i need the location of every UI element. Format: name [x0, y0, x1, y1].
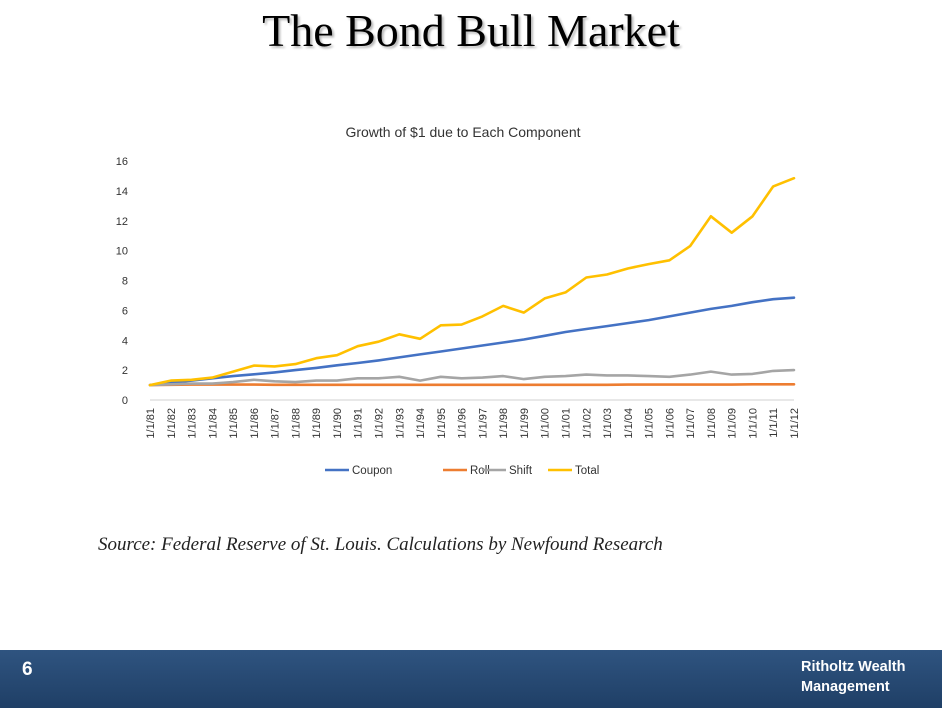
x-tick-label: 1/1/99: [519, 408, 531, 439]
x-tick-label: 1/1/81: [145, 408, 157, 439]
legend: Coupon Roll Shift Total: [325, 465, 599, 477]
x-tick-label: 1/1/12: [789, 408, 801, 439]
brand-line-2: Management: [801, 679, 890, 695]
footer-bar: 6 Ritholtz Wealth Management: [0, 650, 942, 708]
series-line-shift: [148, 368, 796, 387]
y-tick-label: 8: [122, 276, 128, 288]
series-line-total: [148, 176, 796, 387]
legend-label-total: Total: [575, 465, 599, 477]
series-line-roll: [148, 382, 796, 387]
series-line-coupon: [148, 296, 796, 387]
x-tick-label: 1/1/07: [685, 408, 697, 439]
x-tick-label: 1/1/02: [581, 408, 593, 439]
x-tick-label: 1/1/06: [664, 408, 676, 439]
x-tick-label: 1/1/90: [332, 408, 344, 439]
legend-label-roll: Roll: [470, 465, 490, 477]
y-tick-label: 0: [122, 395, 128, 407]
y-tick-label: 16: [116, 156, 128, 168]
x-tick-label: 1/1/91: [353, 408, 365, 439]
y-tick-label: 2: [122, 365, 128, 377]
y-tick-label: 4: [122, 335, 128, 347]
x-tick-label: 1/1/94: [415, 408, 427, 439]
x-tick-label: 1/1/85: [228, 408, 240, 439]
x-tick-label: 1/1/93: [394, 408, 406, 439]
x-tick-label: 1/1/89: [311, 408, 323, 439]
y-tick-label: 12: [116, 216, 128, 228]
legend-label-shift: Shift: [509, 465, 533, 477]
x-tick-label: 1/1/04: [623, 408, 635, 439]
x-tick-label: 1/1/82: [166, 408, 178, 439]
x-tick-label: 1/1/05: [644, 408, 656, 439]
x-tick-label: 1/1/84: [207, 408, 219, 439]
series-lines: [148, 176, 796, 387]
x-tick-label: 1/1/09: [727, 408, 739, 439]
x-tick-label: 1/1/11: [768, 408, 780, 438]
brand-logo: Ritholtz Wealth Management: [801, 657, 905, 697]
x-tick-label: 1/1/88: [290, 408, 302, 439]
y-axis: 0 2 4 6 8 10 12 14 16: [116, 156, 794, 407]
legend-label-coupon: Coupon: [352, 465, 392, 477]
x-tick-label: 1/1/98: [498, 408, 510, 439]
x-tick-label: 1/1/95: [436, 408, 448, 439]
x-tick-label: 1/1/87: [270, 408, 282, 439]
chart: Growth of $1 due to Each Component 0 2 4 6 8…: [116, 124, 801, 477]
x-tick-label: 1/1/97: [477, 408, 489, 439]
page-number: 6: [22, 659, 33, 680]
y-tick-label: 10: [116, 246, 128, 258]
x-axis: 1/1/81 1/1/82 1/1/83 1/1/84 1/1/85 1/1/86 1/1/…: [145, 408, 801, 439]
y-tick-label: 14: [116, 186, 128, 198]
x-tick-label: 1/1/01: [560, 408, 572, 439]
x-tick-label: 1/1/08: [706, 408, 718, 439]
y-tick-label: 6: [122, 305, 128, 317]
x-tick-label: 1/1/03: [602, 408, 614, 439]
chart-title: Growth of $1 due to Each Component: [345, 124, 580, 140]
x-tick-label: 1/1/83: [187, 408, 199, 439]
x-tick-label: 1/1/10: [747, 408, 759, 439]
source-note: Source: Federal Reserve of St. Louis. Ca…: [98, 534, 663, 555]
x-tick-label: 1/1/86: [249, 408, 261, 439]
x-tick-label: 1/1/92: [374, 408, 386, 439]
brand-line-1: Ritholtz Wealth: [801, 659, 906, 675]
x-tick-label: 1/1/00: [540, 408, 552, 439]
slide-title: The Bond Bull Market: [262, 5, 680, 56]
x-tick-label: 1/1/96: [457, 408, 469, 439]
